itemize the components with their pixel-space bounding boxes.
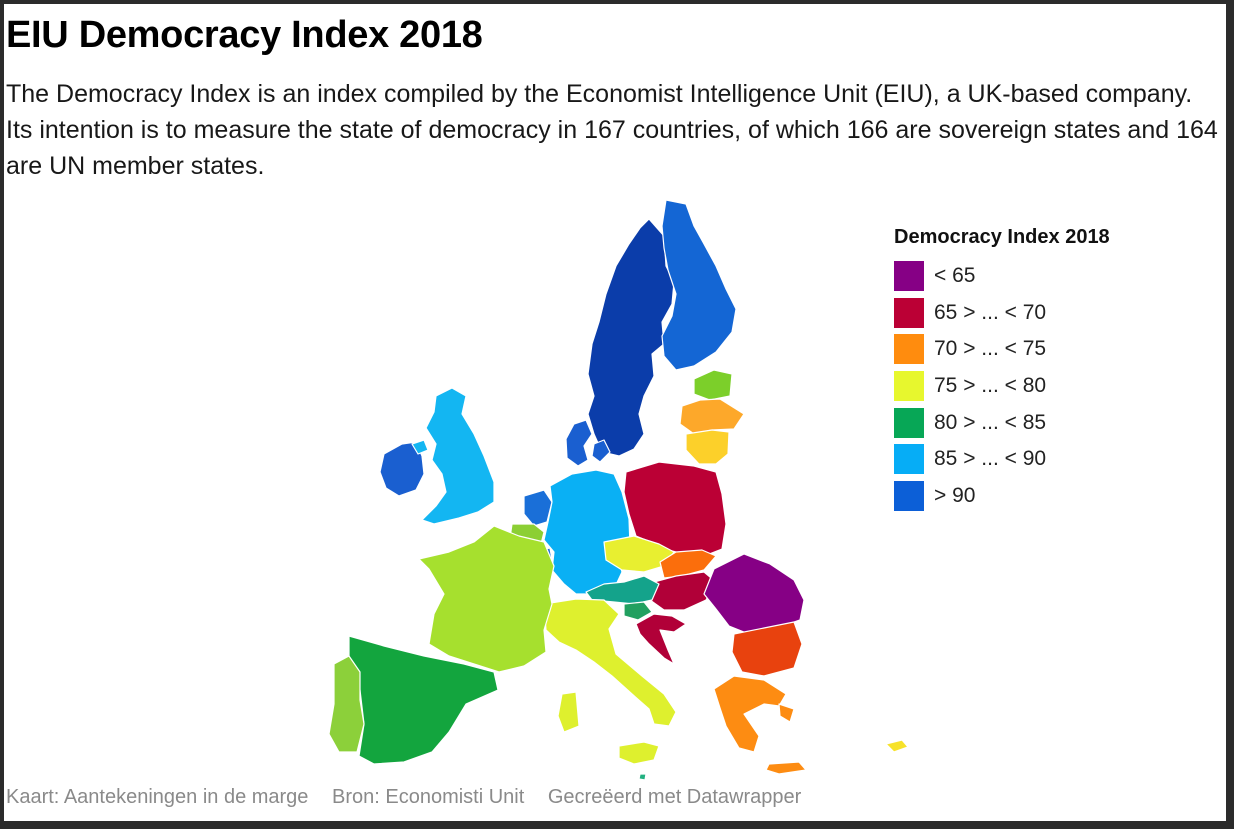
source-credit: Bron: Economisti Unit: [332, 786, 525, 808]
legend-swatch: [894, 371, 924, 402]
region-greece: [778, 703, 795, 723]
region-denmark: [591, 439, 611, 463]
legend-item: 70 > ... < 75: [894, 334, 1110, 365]
legend-label: 75 > ... < 80: [934, 374, 1047, 398]
region-finland: [661, 199, 737, 371]
footer: Kaart: Aantekeningen in de marge Bron: E…: [6, 786, 819, 809]
legend-swatch: [894, 407, 924, 438]
map-credit: Kaart: Aantekeningen in de marge: [6, 786, 309, 808]
legend-item: 85 > ... < 90: [894, 444, 1110, 475]
description: The Democracy Index is an index compiled…: [6, 80, 1218, 180]
region-hungary: [649, 571, 717, 611]
region-sweden: [587, 218, 675, 457]
region-estonia: [693, 369, 733, 401]
legend-swatch: [894, 261, 924, 291]
region-malta: [638, 773, 647, 781]
legend-title: Democracy Index 2018: [894, 226, 1110, 248]
region-netherlands: [523, 489, 553, 527]
region-italy: [618, 741, 660, 765]
legend-item: 65 > ... < 70: [894, 297, 1110, 328]
region-croatia: [635, 613, 687, 665]
legend-label: 65 > ... < 70: [934, 300, 1047, 324]
region-lithuania: [685, 429, 730, 465]
region-bulgaria: [731, 621, 803, 677]
legend-label: 80 > ... < 85: [934, 410, 1047, 434]
legend-item: 80 > ... < 85: [894, 407, 1110, 438]
region-italy: [543, 598, 677, 727]
legend-label: > 90: [934, 484, 976, 508]
region-italy: [557, 691, 580, 733]
europe-map: [328, 199, 909, 781]
region-latvia: [679, 398, 745, 435]
region-cyprus: [885, 739, 909, 753]
legend-label: < 65: [934, 264, 976, 287]
region-ireland: [379, 441, 425, 497]
legend-item: > 90: [894, 481, 1110, 512]
region-slovenia: [623, 601, 653, 621]
region-denmark: [565, 419, 593, 467]
region-portugal: [328, 655, 365, 753]
tool-credit: Gecreëerd met Datawrapper: [547, 786, 802, 808]
region-greece: [765, 761, 807, 775]
chart-frame: EIU Democracy Index 2018 The Democracy I…: [4, 4, 1226, 821]
region-greece: [713, 675, 787, 753]
legend-label: 85 > ... < 90: [934, 447, 1047, 471]
legend-item: < 65: [894, 261, 1110, 291]
legend-swatch: [894, 444, 924, 475]
legend-swatch: [894, 297, 924, 328]
region-germany: [543, 469, 631, 595]
region-spain: [348, 635, 499, 765]
legend-item: 75 > ... < 80: [894, 371, 1110, 402]
legend-swatch: [894, 481, 924, 512]
legend: Democracy Index 2018 < 65 65 > ... < 70 70…: [894, 226, 1110, 518]
region-france: [418, 525, 555, 673]
legend-label: 70 > ... < 75: [934, 337, 1047, 361]
page-title: EIU Democracy Index 2018: [6, 14, 483, 56]
region-romania: [703, 553, 805, 635]
legend-swatch: [894, 334, 924, 365]
region-slovakia: [659, 549, 717, 579]
region-united-kingdom: [421, 387, 495, 525]
region-united-kingdom: [411, 439, 429, 455]
